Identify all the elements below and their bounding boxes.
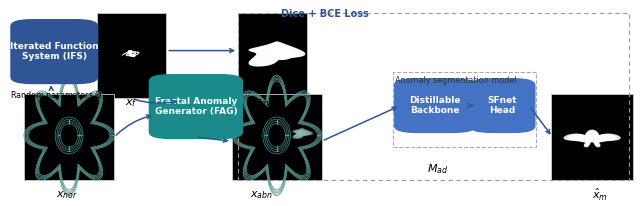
Polygon shape — [256, 46, 294, 62]
Polygon shape — [261, 49, 286, 59]
Text: Iterated Function
System (IFS): Iterated Function System (IFS) — [10, 42, 99, 61]
Polygon shape — [297, 131, 306, 136]
Polygon shape — [251, 43, 302, 65]
FancyBboxPatch shape — [10, 19, 99, 84]
Text: Dice + BCE Loss: Dice + BCE Loss — [281, 9, 369, 19]
Polygon shape — [574, 133, 610, 144]
Text: SFnet
Head: SFnet Head — [488, 96, 517, 115]
Bar — [97, 13, 166, 98]
Text: $x_{abn}$: $x_{abn}$ — [250, 189, 273, 201]
Text: Random parameters $\Theta$: Random parameters $\Theta$ — [10, 89, 103, 102]
Text: Anomaly segmentation model: Anomaly segmentation model — [396, 76, 517, 85]
Polygon shape — [249, 42, 305, 66]
Polygon shape — [588, 138, 596, 140]
Polygon shape — [268, 52, 276, 56]
Text: $x_{nor}$: $x_{nor}$ — [56, 189, 78, 201]
Polygon shape — [584, 136, 600, 141]
Polygon shape — [298, 132, 304, 135]
Bar — [24, 94, 114, 180]
Text: $M_{ad}$: $M_{ad}$ — [428, 162, 449, 176]
Polygon shape — [260, 48, 289, 60]
Polygon shape — [265, 50, 281, 57]
Text: Distillable
Backbone: Distillable Backbone — [409, 96, 461, 115]
Polygon shape — [258, 47, 291, 61]
FancyBboxPatch shape — [394, 78, 476, 133]
Polygon shape — [564, 130, 620, 147]
Polygon shape — [293, 129, 312, 138]
Bar — [232, 94, 322, 180]
Polygon shape — [61, 125, 77, 145]
Text: $x_m$: $x_m$ — [254, 98, 270, 109]
FancyBboxPatch shape — [470, 78, 536, 133]
Bar — [238, 13, 307, 98]
Polygon shape — [263, 50, 284, 58]
Polygon shape — [300, 133, 302, 134]
Polygon shape — [296, 130, 308, 137]
Polygon shape — [267, 52, 278, 56]
Bar — [238, 13, 629, 180]
Text: Fractal Anomaly
Generator (FAG): Fractal Anomaly Generator (FAG) — [154, 97, 237, 116]
Bar — [551, 94, 633, 180]
FancyBboxPatch shape — [148, 74, 243, 139]
Polygon shape — [255, 45, 297, 63]
Polygon shape — [253, 44, 300, 64]
Bar — [393, 72, 536, 147]
Text: $\hat{x}_m$: $\hat{x}_m$ — [592, 187, 608, 203]
Polygon shape — [269, 125, 284, 145]
Polygon shape — [571, 132, 613, 145]
Polygon shape — [581, 135, 604, 142]
Text: $x_f$: $x_f$ — [125, 98, 138, 109]
Polygon shape — [294, 129, 310, 137]
Polygon shape — [578, 134, 607, 143]
Polygon shape — [568, 131, 617, 146]
